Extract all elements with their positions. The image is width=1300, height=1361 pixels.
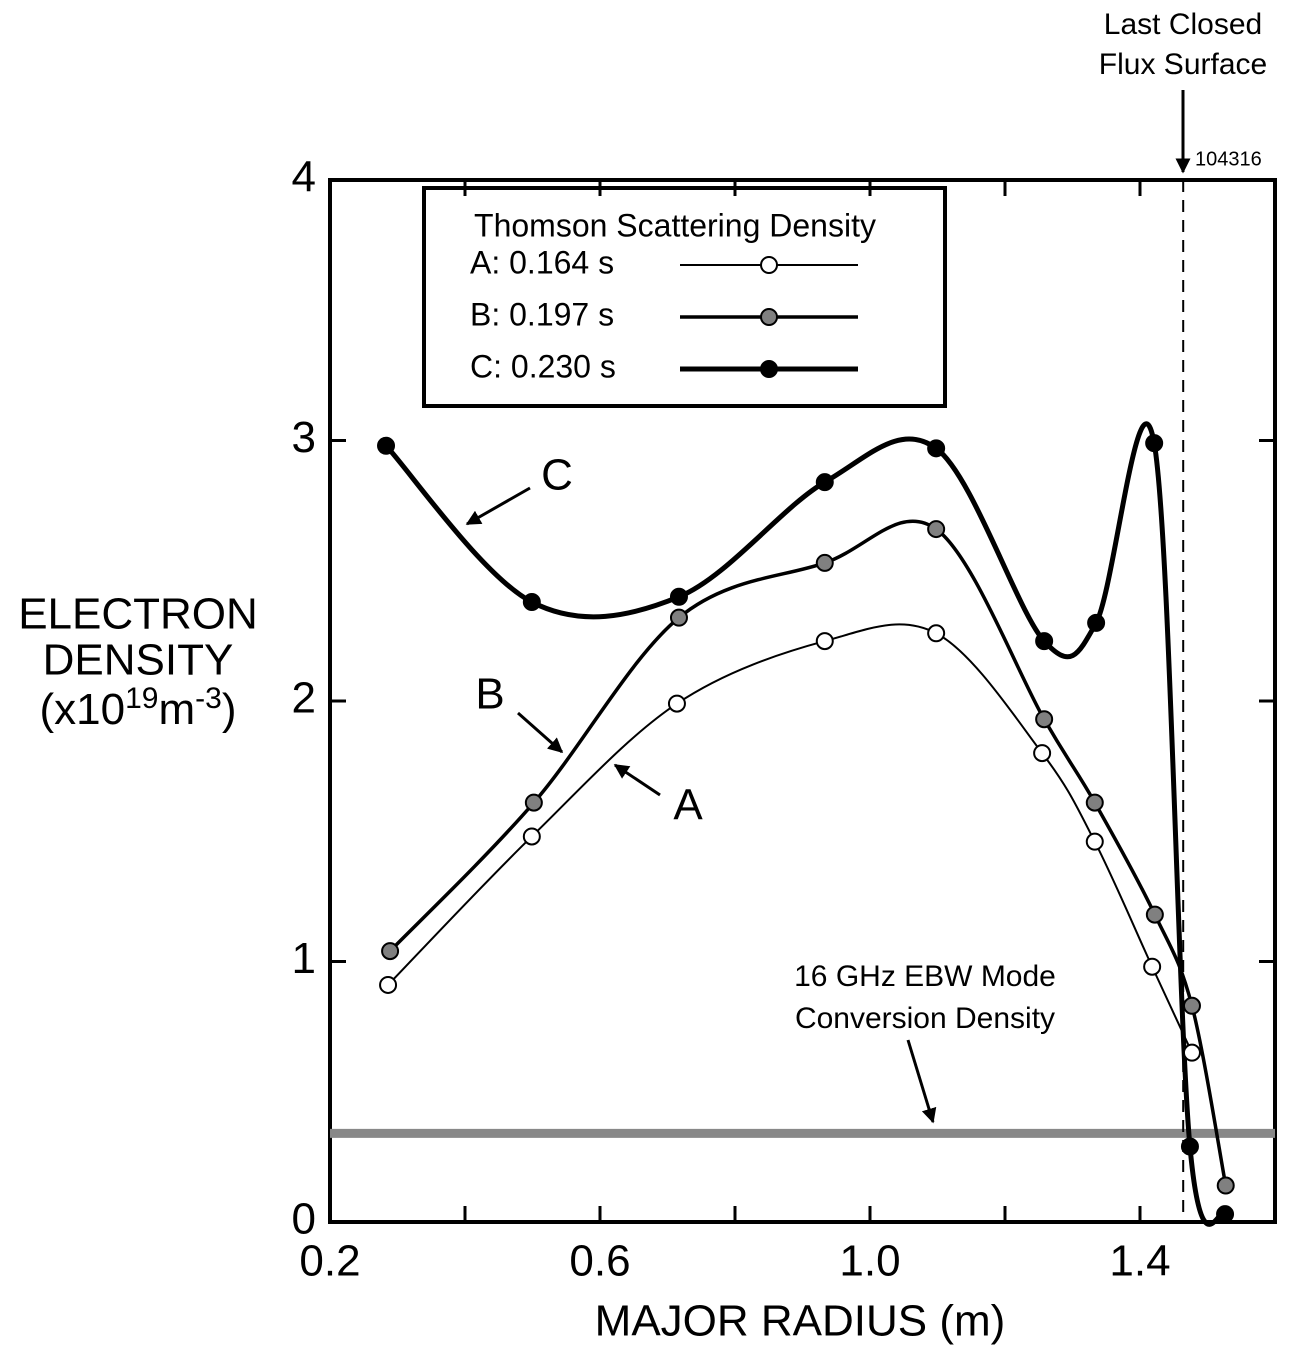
series-line [384,421,1228,1227]
data-point [815,553,834,572]
curve-label: A [673,781,703,830]
ebw-label: Conversion Density [795,1002,1055,1035]
legend-marker [760,256,778,274]
legend-marker [760,308,778,326]
data-point [1033,744,1052,763]
data-point [522,593,541,612]
data-point [1145,434,1164,453]
data-point [1180,1137,1199,1156]
y-tick-label: 4 [292,153,316,202]
data-point [1035,632,1054,651]
ebw-label: 16 GHz EBW Mode [794,960,1056,993]
data-point [1182,996,1201,1015]
data-point [927,520,946,539]
data-point [927,624,946,643]
y-axis-title: DENSITY [43,636,234,685]
data-point [1182,1043,1201,1062]
data-point [381,942,400,961]
x-axis-title: MAJOR RADIUS (m) [595,1297,1006,1346]
shot-number: 104316 [1195,148,1262,170]
y-axis-unit: (x1019m-3) [40,682,237,734]
data-point [1085,793,1104,812]
y-tick-label: 2 [292,674,316,723]
data-point [927,439,946,458]
curve-label: C [541,451,573,500]
y-axis-title: ELECTRON [18,590,258,639]
x-tick-label: 0.2 [299,1237,360,1286]
curve-arrow [517,711,564,754]
x-tick-label: 1.0 [839,1237,900,1286]
lcfs-label: Last Closed [1104,8,1262,41]
legend-label: B: 0.197 s [470,296,614,332]
curve-arrow [465,486,531,526]
series-line [388,519,1228,1186]
curve-label: B [475,670,504,719]
data-point [667,694,686,713]
data-point [1145,905,1164,924]
legend-label: C: 0.230 s [470,348,616,384]
data-point [815,473,834,492]
data-point [1143,957,1162,976]
series-line [387,623,1193,1054]
data-point [1087,613,1106,632]
data-point [669,608,688,627]
data-point [379,975,398,994]
curve-arrow [613,763,661,797]
lcfs-label: Flux Surface [1099,48,1267,81]
data-point [1216,1176,1235,1195]
data-point [815,632,834,651]
y-tick-label: 0 [292,1195,316,1244]
legend-label: A: 0.164 s [470,244,614,280]
data-point [522,827,541,846]
y-tick-label: 1 [292,934,316,983]
x-tick-label: 0.6 [569,1237,630,1286]
data-point [1035,710,1054,729]
x-tick-label: 1.4 [1109,1237,1170,1286]
data-point [1216,1205,1235,1224]
data-point [524,793,543,812]
data-point [1085,832,1104,851]
data-point [669,587,688,606]
data-point [377,436,396,455]
legend-marker [760,360,778,378]
legend-title: Thomson Scattering Density [474,207,876,243]
ebw-arrow [906,1039,937,1124]
y-tick-label: 3 [292,413,316,462]
